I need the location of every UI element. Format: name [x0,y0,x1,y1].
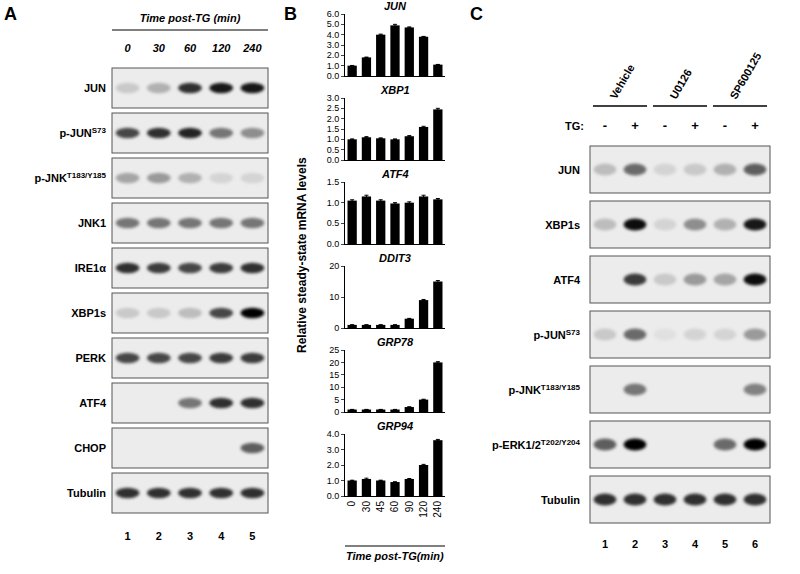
svg-text:Relative steady-state mRNA lev: Relative steady-state mRNA levels [295,157,309,353]
svg-text:PERK: PERK [75,352,106,364]
svg-text:-: - [663,118,667,133]
svg-text:10: 10 [329,382,339,392]
svg-text:30: 30 [153,42,166,54]
svg-text:6: 6 [752,538,758,550]
svg-text:90: 90 [404,501,415,513]
svg-text:0.0: 0.0 [327,491,340,501]
svg-text:ATF4: ATF4 [79,397,107,409]
svg-text:p-JUNS73: p-JUNS73 [533,328,580,341]
svg-text:GRP94: GRP94 [377,420,413,432]
svg-text:TG:: TG: [565,120,584,132]
svg-text:0.5: 0.5 [327,145,340,155]
svg-text:60: 60 [389,501,400,513]
svg-text:JUN: JUN [84,82,106,94]
svg-text:0: 0 [334,407,339,417]
svg-text:5.0: 5.0 [327,19,340,29]
svg-text:A: A [4,4,17,24]
svg-text:10: 10 [329,292,339,302]
svg-text:20: 20 [329,358,339,368]
svg-text:1.0: 1.0 [327,476,340,486]
svg-text:-: - [723,118,727,133]
svg-text:0: 0 [125,42,132,54]
svg-text:B: B [284,4,297,24]
svg-text:JUN: JUN [558,164,580,176]
svg-text:15: 15 [329,370,339,380]
svg-text:3.0: 3.0 [327,445,340,455]
svg-text:2: 2 [156,530,162,542]
svg-text:20: 20 [329,261,339,271]
svg-text:45: 45 [375,501,386,513]
svg-text:2.0: 2.0 [327,114,340,124]
svg-text:3.0: 3.0 [327,40,340,50]
svg-text:1: 1 [602,538,608,550]
svg-text:ATF4: ATF4 [381,168,409,180]
svg-text:C: C [470,4,483,24]
svg-text:0.0: 0.0 [327,239,340,249]
svg-text:Time post-TG(min): Time post-TG(min) [346,550,444,562]
svg-text:2: 2 [632,538,638,550]
svg-text:Time post-TG (min): Time post-TG (min) [140,12,241,24]
svg-text:240: 240 [432,501,443,518]
svg-text:p-JUNS73: p-JUNS73 [59,126,106,139]
svg-text:0.0: 0.0 [327,71,340,81]
svg-text:2.0: 2.0 [327,50,340,60]
svg-text:120: 120 [212,42,231,54]
svg-text:1.0: 1.0 [327,134,340,144]
svg-text:4.0: 4.0 [327,30,340,40]
svg-text:25: 25 [329,345,339,355]
svg-text:1: 1 [125,530,131,542]
svg-text:0.5: 0.5 [327,218,340,228]
svg-text:60: 60 [184,42,197,54]
svg-text:30: 30 [361,501,372,513]
svg-text:120: 120 [418,501,429,518]
svg-text:4: 4 [692,538,699,550]
svg-text:Tubulin: Tubulin [67,487,106,499]
svg-text:JNK1: JNK1 [78,217,106,229]
svg-text:p-JNKT183/Y185: p-JNKT183/Y185 [508,383,580,396]
svg-text:240: 240 [242,42,262,54]
svg-text:4.0: 4.0 [327,429,340,439]
svg-text:+: + [751,118,759,133]
svg-text:XBP1s: XBP1s [71,307,106,319]
svg-text:+: + [631,118,639,133]
svg-text:2.0: 2.0 [327,460,340,470]
svg-text:-: - [603,118,607,133]
svg-text:5: 5 [722,538,728,550]
svg-text:5: 5 [249,530,255,542]
svg-text:0.0: 0.0 [327,155,340,165]
svg-text:3.0: 3.0 [327,93,340,103]
svg-text:1.5: 1.5 [327,124,340,134]
svg-text:SP600125: SP600125 [727,50,763,101]
svg-text:1.0: 1.0 [327,198,340,208]
svg-text:0: 0 [334,323,339,333]
svg-text:5: 5 [334,395,339,405]
svg-text:3: 3 [662,538,668,550]
svg-text:XBP1: XBP1 [380,84,410,96]
svg-text:IRE1α: IRE1α [75,262,106,274]
svg-text:0: 0 [346,501,357,507]
svg-text:ATF4: ATF4 [553,274,581,286]
svg-text:XBP1s: XBP1s [545,219,580,231]
svg-text:6.0: 6.0 [327,9,340,19]
svg-text:CHOP: CHOP [74,442,106,454]
svg-text:4: 4 [218,530,225,542]
svg-text:JUN: JUN [384,0,407,12]
svg-text:2.5: 2.5 [327,103,340,113]
svg-text:p-JNKT183/Y185: p-JNKT183/Y185 [34,171,106,184]
svg-text:DDIT3: DDIT3 [379,252,411,264]
svg-text:+: + [691,118,699,133]
svg-text:3: 3 [187,530,193,542]
svg-text:U0126: U0126 [667,67,694,101]
svg-text:p-ERK1/2T202/Y204: p-ERK1/2T202/Y204 [492,438,581,451]
svg-text:Vehicle: Vehicle [607,62,636,101]
svg-text:Tubulin: Tubulin [541,494,580,506]
svg-text:GRP78: GRP78 [377,336,414,348]
svg-text:1.5: 1.5 [327,177,340,187]
svg-text:1.0: 1.0 [327,61,340,71]
